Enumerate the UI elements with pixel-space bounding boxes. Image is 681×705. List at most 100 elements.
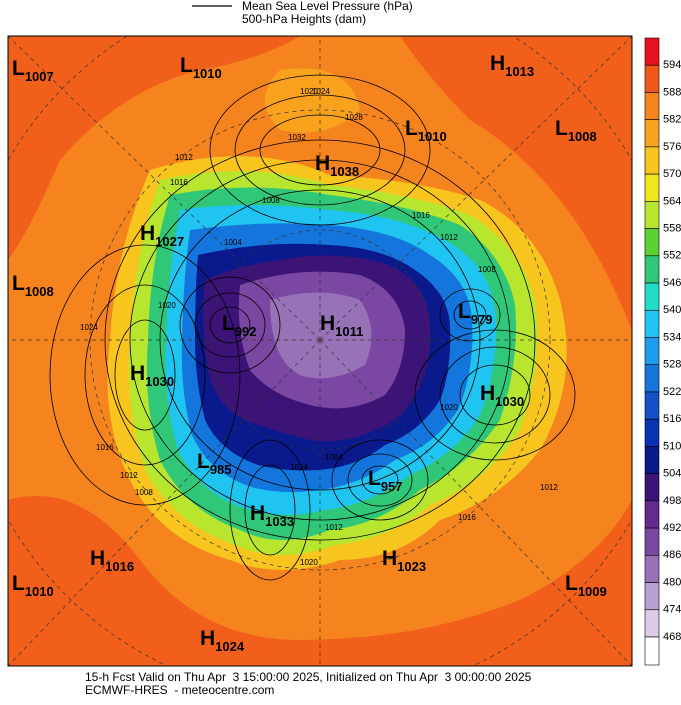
- colorbar-box: [644, 255, 660, 284]
- colorbar-label: 570: [663, 168, 681, 180]
- center-letter: L: [197, 450, 210, 473]
- center-letter: H: [200, 627, 215, 650]
- colorbar-label: 564: [663, 195, 681, 207]
- colorbar-box: [644, 609, 660, 638]
- colorbar-below: [644, 636, 660, 666]
- contour-labels: 1020 1024 1028 1032 1012 1016 1008 1004 1016 1012…: [80, 87, 558, 567]
- colorbar-box: [644, 555, 660, 583]
- center-value: 992: [235, 324, 257, 339]
- pressure-center: L985: [197, 450, 232, 477]
- center-value: 1013: [505, 64, 534, 79]
- colorbar-box: [644, 364, 660, 393]
- center-letter: H: [140, 222, 155, 245]
- center-value: 1027: [155, 234, 184, 249]
- colorbar: 594 588 582 576 570 564 558 552 546 540 534 528 522 5…: [644, 37, 681, 643]
- colorbar-box: [644, 337, 660, 366]
- center-value: 979: [471, 312, 493, 327]
- colorbar-label: 540: [663, 304, 681, 316]
- center-value: 1011: [335, 324, 363, 339]
- contour-label: 1020: [440, 403, 458, 412]
- pressure-center: H1027: [140, 222, 184, 249]
- contour-label: 1024: [290, 463, 308, 472]
- contour-label: 1016: [458, 513, 476, 522]
- center-value: 957: [381, 479, 403, 494]
- center-value: 985: [210, 462, 232, 477]
- contour-label: 1012: [175, 153, 193, 162]
- center-value: 1024: [215, 639, 245, 654]
- colorbar-label: 474: [663, 604, 681, 616]
- colorbar-label: 492: [663, 522, 681, 534]
- colorbar-label: 468: [663, 631, 681, 643]
- legend-height: 500-hPa Heights (dam): [242, 12, 366, 26]
- contour-label: 1004: [325, 453, 343, 462]
- center-letter: H: [250, 502, 265, 525]
- pressure-center: L979: [458, 300, 493, 327]
- center-letter: H: [490, 52, 505, 75]
- colorbar-label: 528: [663, 359, 681, 371]
- center-value: 1023: [397, 559, 426, 574]
- contour-label: 1032: [288, 133, 306, 142]
- center-value: 1008: [568, 129, 597, 144]
- pressure-center: H1016: [90, 547, 134, 574]
- pressure-center: L1010: [180, 54, 222, 81]
- colorbar-label: 510: [663, 440, 681, 452]
- center-letter: H: [130, 362, 145, 385]
- center-letter: L: [12, 272, 25, 295]
- pressure-center: L1008: [555, 117, 597, 144]
- pressure-center: L992: [222, 312, 257, 339]
- center-value: 1038: [330, 164, 359, 179]
- center-letter: H: [480, 382, 495, 405]
- contour-label: 1016: [412, 211, 430, 220]
- center-value: 1008: [25, 284, 54, 299]
- isobars: [49, 74, 576, 581]
- pressure-center: L1010: [12, 572, 54, 599]
- contour-label: 1028: [345, 113, 363, 122]
- contour-label: 1012: [440, 233, 458, 242]
- colorbar-box: [644, 446, 660, 474]
- pressure-center: H1024: [200, 627, 245, 654]
- colorbar-box: [644, 309, 660, 338]
- center-value: 1010: [25, 584, 54, 599]
- pressure-center: L1010: [405, 117, 447, 144]
- legend-pressure: Mean Sea Level Pressure (hPa): [242, 0, 413, 13]
- center-letter: L: [12, 57, 25, 80]
- colorbar-label: 552: [663, 250, 681, 262]
- pressure-center: L1007: [12, 57, 54, 84]
- center-value: 1033: [265, 514, 294, 529]
- center-letter: L: [180, 54, 193, 77]
- colorbar-box: [644, 228, 660, 257]
- colorbar-box: [644, 500, 660, 529]
- footer-source: ECMWF-HRES - meteocentre.com: [85, 683, 274, 697]
- colorbar-box: [644, 92, 660, 120]
- colorbar-box: [644, 418, 660, 447]
- contour-label: 1024: [80, 323, 98, 332]
- center-value: 1030: [145, 374, 174, 389]
- center-value: 1030: [495, 394, 524, 409]
- contour-label: 1016: [96, 443, 114, 452]
- colorbar-box: [644, 391, 660, 420]
- contour-label: 1020: [300, 87, 318, 96]
- colorbar-label: 486: [663, 549, 681, 561]
- pressure-center: L1008: [12, 272, 54, 299]
- map-frame: [7, 35, 633, 667]
- contour-label: 1008: [478, 265, 496, 274]
- footer-valid: 15-h Fcst Valid on Thu Apr 3 15:00:00 20…: [85, 670, 532, 684]
- colorbar-label: 504: [663, 468, 681, 480]
- pressure-center: H1023: [382, 547, 426, 574]
- center-value: 1016: [105, 559, 134, 574]
- colorbar-label: 522: [663, 386, 681, 398]
- warm-patch: [8, 496, 632, 666]
- colorbar-box: [644, 201, 660, 229]
- center-letter: L: [368, 467, 381, 490]
- contour-label: 1008: [262, 196, 280, 205]
- contour-label: 1012: [120, 471, 138, 480]
- colorbar-label: 558: [663, 222, 681, 234]
- colorbar-label: 516: [663, 413, 681, 425]
- colorbar-label: 594: [663, 59, 681, 71]
- center-value: 1007: [25, 69, 54, 84]
- colorbar-label: 498: [663, 495, 681, 507]
- warm-patch: [8, 36, 300, 260]
